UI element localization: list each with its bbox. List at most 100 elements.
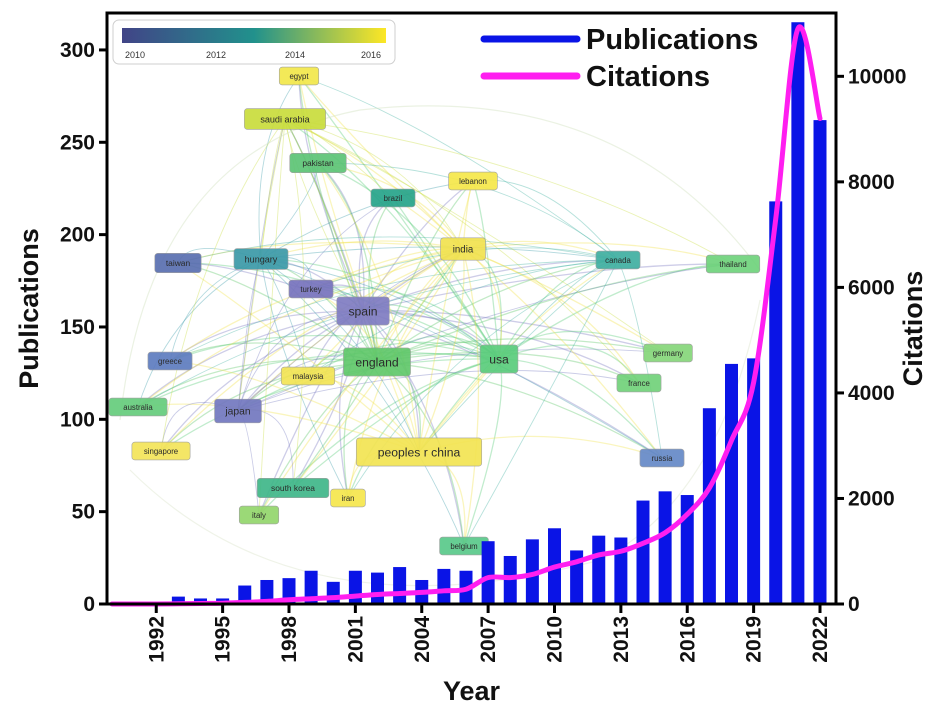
network-node: usa [479, 344, 519, 374]
network-node: japan [214, 398, 262, 424]
network-node: taiwan [154, 253, 202, 274]
axes: 0 50 100 150 200 250 300 0 2000 4000 6000 8000 10000… [14, 11, 928, 705]
publication-bar [481, 541, 495, 604]
legend-label-citations: Citations [586, 61, 710, 93]
network-edge [472, 180, 500, 360]
network-edge [376, 351, 640, 384]
network-edge [119, 105, 761, 421]
network-node-label: italy [252, 511, 266, 520]
publication-bar [791, 22, 805, 604]
network-node: russia [639, 448, 685, 468]
network-node-label: peoples r china [378, 445, 461, 459]
network-edge [418, 259, 619, 453]
x-tick-label: 2004 [411, 616, 434, 663]
network-edge [498, 259, 619, 360]
network-node-label: lebanon [459, 177, 487, 186]
network-edge [298, 75, 619, 261]
network-node: hungary [233, 248, 289, 270]
network-edge [258, 75, 300, 260]
network-edge [307, 341, 500, 377]
network-edge [260, 258, 500, 360]
network-edge [260, 258, 500, 360]
network-node: malaysia [280, 366, 336, 386]
network-node: italy [238, 505, 280, 525]
network-edge [462, 248, 480, 547]
network-node-box [147, 351, 193, 371]
network-edge [347, 358, 500, 499]
network-edge [498, 358, 663, 459]
network-node: germany [643, 343, 693, 363]
y-tick-label: 150 [60, 316, 95, 339]
network-edge [317, 162, 378, 363]
network-node-box [705, 254, 761, 274]
network-node-box [370, 188, 416, 208]
network-edge [137, 351, 500, 408]
network-colorbar: 2010 2012 2014 2016 [112, 19, 396, 65]
network-edge [376, 263, 734, 363]
network-node-label: usa [489, 352, 509, 366]
network-node-label: canada [605, 256, 631, 265]
network-node-label: south korea [271, 483, 315, 493]
network-edge [368, 197, 394, 363]
publication-bar [592, 535, 606, 604]
network-node: turkey [288, 279, 334, 299]
network-edge [498, 259, 619, 360]
network-edge [237, 410, 260, 516]
network-edge [284, 118, 669, 354]
network-edge [237, 118, 286, 412]
colorbar-tick-label: 2014 [285, 50, 305, 60]
network-node-box [214, 398, 262, 424]
network-edge [260, 258, 420, 453]
publication-bar [371, 572, 384, 604]
network-edge [338, 310, 364, 499]
network-edge [362, 259, 619, 312]
network-node-label: taiwan [166, 258, 191, 268]
y-tick-label: 0 [83, 593, 95, 616]
network-node-box [278, 66, 320, 86]
network-edge [169, 258, 262, 362]
network-edge [260, 180, 474, 260]
network-edge [160, 248, 464, 452]
network-node-box [289, 153, 347, 174]
network-edge [258, 118, 286, 516]
x-tick-label: 2016 [676, 616, 699, 663]
publication-bar [260, 579, 274, 604]
network-edge [462, 248, 663, 459]
network-edge [237, 118, 286, 412]
x-tick-label: 2013 [610, 616, 633, 663]
network-node-box [154, 253, 202, 274]
network-node-box [288, 279, 334, 299]
network-node: england [343, 347, 411, 377]
network-edge [317, 162, 420, 453]
network-edge [169, 360, 420, 453]
publication-bar [725, 363, 738, 604]
network-edge [160, 118, 286, 452]
network-node-label: hungary [245, 254, 278, 264]
network-node-box [131, 441, 191, 461]
publication-bar [437, 568, 451, 604]
x-axis-title: Year [443, 676, 501, 705]
network-node: saudi arabia [244, 108, 326, 130]
network-node-box [616, 373, 662, 393]
network-edge [498, 344, 640, 384]
y-tick-label: 200 [60, 224, 95, 247]
network-edge [260, 258, 349, 499]
network-edge [177, 262, 420, 453]
network-node: india [440, 237, 486, 261]
network-edge [418, 180, 474, 453]
y-axis-title: Publications [14, 228, 44, 389]
network-node-label: spain [348, 304, 377, 318]
network-node-box [595, 250, 641, 270]
network-edge [310, 286, 500, 360]
network-edge [298, 75, 364, 312]
network-edge [362, 310, 640, 384]
network-node-box [238, 505, 280, 525]
network-edge [169, 334, 500, 362]
network-node-label: pakistan [302, 158, 334, 168]
network-node-box [330, 488, 366, 508]
network-edge [362, 263, 734, 312]
network-edge [137, 248, 464, 408]
network-node-label: australia [123, 403, 153, 412]
network-node-label: singapore [144, 447, 178, 456]
